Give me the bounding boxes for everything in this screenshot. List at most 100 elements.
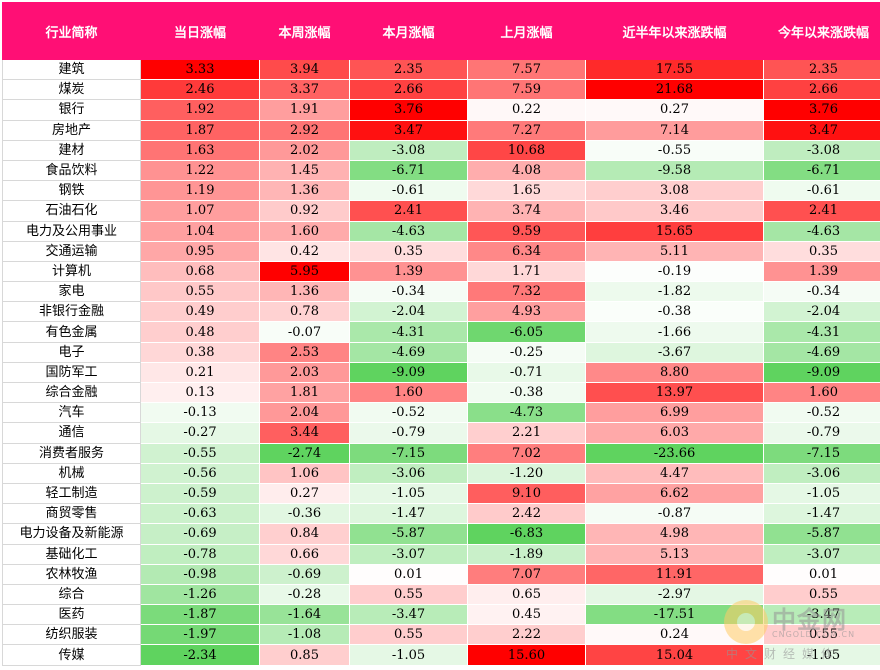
industry-name: 机械 [2, 462, 141, 484]
value-cell: 21.68 [585, 79, 764, 101]
value-cell: -0.79 [763, 422, 880, 444]
industry-name: 农林牧渔 [2, 563, 141, 585]
value-cell: 3.47 [763, 120, 880, 141]
value-cell: 15.60 [467, 644, 586, 666]
value-cell: -3.08 [349, 140, 468, 161]
value-cell: -3.67 [585, 342, 764, 363]
table-row: 建筑 3.33 3.94 2.35 7.57 17.55 2.35 [2, 58, 880, 81]
value-cell: 1.65 [467, 180, 586, 202]
value-cell: -0.52 [349, 402, 468, 424]
value-cell: -2.04 [349, 301, 468, 323]
industry-name: 房地产 [2, 119, 141, 141]
value-cell: -5.87 [763, 523, 880, 545]
industry-name: 银行 [2, 99, 141, 121]
industry-name: 纺织服装 [2, 624, 141, 646]
watermark-url: CNGOLD.COM.CN [772, 630, 856, 639]
value-cell: 1.39 [349, 261, 468, 283]
value-cell: -0.19 [585, 261, 764, 283]
value-cell: 3.74 [467, 200, 586, 222]
table-row: 汽车 -0.13 2.04 -0.52 -4.73 6.99 -0.52 [2, 402, 880, 424]
industry-name: 国防军工 [2, 361, 141, 384]
value-cell: 0.78 [259, 301, 350, 323]
value-cell: 6.34 [467, 241, 586, 262]
value-cell: -23.66 [585, 443, 764, 464]
value-cell: 6.99 [585, 402, 764, 424]
table-row: 消费者服务 -0.55 -2.74 -7.15 7.02 -23.66 -7.15 [2, 442, 880, 464]
value-cell: 1.04 [140, 221, 260, 242]
value-cell: 9.59 [467, 221, 586, 242]
value-cell: -7.15 [349, 443, 468, 464]
value-cell: -7.15 [763, 443, 880, 464]
value-cell: 5.13 [585, 544, 764, 565]
value-cell: 0.38 [140, 342, 260, 363]
table-row: 非银行金融 0.49 0.78 -2.04 4.93 -0.38 -2.04 [2, 301, 880, 323]
value-cell: 3.46 [585, 200, 764, 222]
value-cell: -0.38 [585, 301, 764, 323]
value-cell: -9.09 [763, 362, 880, 384]
value-cell: -1.66 [585, 321, 764, 343]
value-cell: 2.35 [763, 59, 880, 81]
value-cell: 0.85 [259, 644, 350, 666]
value-cell: 17.55 [585, 59, 764, 81]
watermark: 中金网 CNGOLD.COM.CN 中文财经媒体 [722, 600, 872, 664]
industry-name: 通信 [2, 422, 141, 444]
value-cell: -2.04 [763, 301, 880, 323]
value-cell: -0.61 [763, 180, 880, 202]
table-row: 机械 -0.56 1.06 -3.06 -1.20 4.47 -3.06 [2, 462, 880, 484]
value-cell: 3.37 [259, 79, 350, 101]
table-row: 交通运输 0.95 0.42 0.35 6.34 5.11 0.35 [2, 240, 880, 262]
value-cell: 0.95 [140, 241, 260, 262]
value-cell: 2.41 [349, 200, 468, 222]
value-cell: 1.36 [259, 180, 350, 202]
value-cell: 7.32 [467, 281, 586, 303]
value-cell: 1.87 [140, 120, 260, 141]
table-row: 农林牧渔 -0.98 -0.69 0.01 7.07 11.91 0.01 [2, 563, 880, 585]
value-cell: -1.05 [349, 483, 468, 505]
value-cell: -4.73 [467, 402, 586, 424]
value-cell: -3.06 [763, 463, 880, 484]
value-cell: -4.31 [763, 321, 880, 343]
industry-name: 计算机 [2, 260, 141, 283]
value-cell: -0.52 [763, 402, 880, 424]
value-cell: -0.78 [140, 544, 260, 565]
value-cell: 7.27 [467, 120, 586, 141]
watermark-logo-icon [724, 600, 768, 644]
value-cell: -1.64 [259, 604, 350, 626]
table-row: 有色金属 0.48 -0.07 -4.31 -6.05 -1.66 -4.31 [2, 321, 880, 343]
value-cell: 1.36 [259, 281, 350, 303]
value-cell: 0.48 [140, 321, 260, 343]
value-cell: 1.22 [140, 160, 260, 182]
column-header: 近半年以来涨跌幅 [585, 2, 764, 60]
value-cell: 10.68 [467, 140, 586, 161]
value-cell: 2.92 [259, 120, 350, 141]
value-cell: 1.81 [259, 382, 350, 404]
value-cell: 2.21 [467, 422, 586, 444]
industry-name: 有色金属 [2, 321, 141, 343]
value-cell: 0.21 [140, 362, 260, 384]
value-cell: -1.47 [763, 503, 880, 525]
value-cell: 1.07 [140, 200, 260, 222]
value-cell: -1.47 [349, 503, 468, 525]
value-cell: 6.03 [585, 422, 764, 444]
value-cell: -9.58 [585, 160, 764, 182]
value-cell: -0.61 [349, 180, 468, 202]
industry-name: 基础化工 [2, 543, 141, 565]
value-cell: 9.10 [467, 483, 586, 505]
value-cell: 0.35 [349, 241, 468, 262]
value-cell: 5.11 [585, 241, 764, 262]
value-cell: 8.80 [585, 362, 764, 384]
value-cell: 1.19 [140, 180, 260, 202]
table-row: 电子 0.38 2.53 -4.69 -0.25 -3.67 -4.69 [2, 341, 880, 363]
value-cell: -0.25 [467, 342, 586, 363]
value-cell: 11.91 [585, 564, 764, 585]
value-cell: -1.05 [763, 483, 880, 505]
value-cell: -3.07 [763, 544, 880, 565]
industry-name: 石油石化 [2, 200, 141, 222]
table-row: 计算机 0.68 5.95 1.39 1.71 -0.19 1.39 [2, 260, 880, 283]
value-cell: 0.01 [763, 564, 880, 585]
value-cell: -0.71 [467, 362, 586, 384]
industry-name: 食品饮料 [2, 159, 141, 182]
table-row: 传媒 -2.34 0.85 -1.05 15.60 15.04 -1.05 [2, 644, 880, 666]
industry-name: 家电 [2, 281, 141, 303]
value-cell: 4.08 [467, 160, 586, 182]
